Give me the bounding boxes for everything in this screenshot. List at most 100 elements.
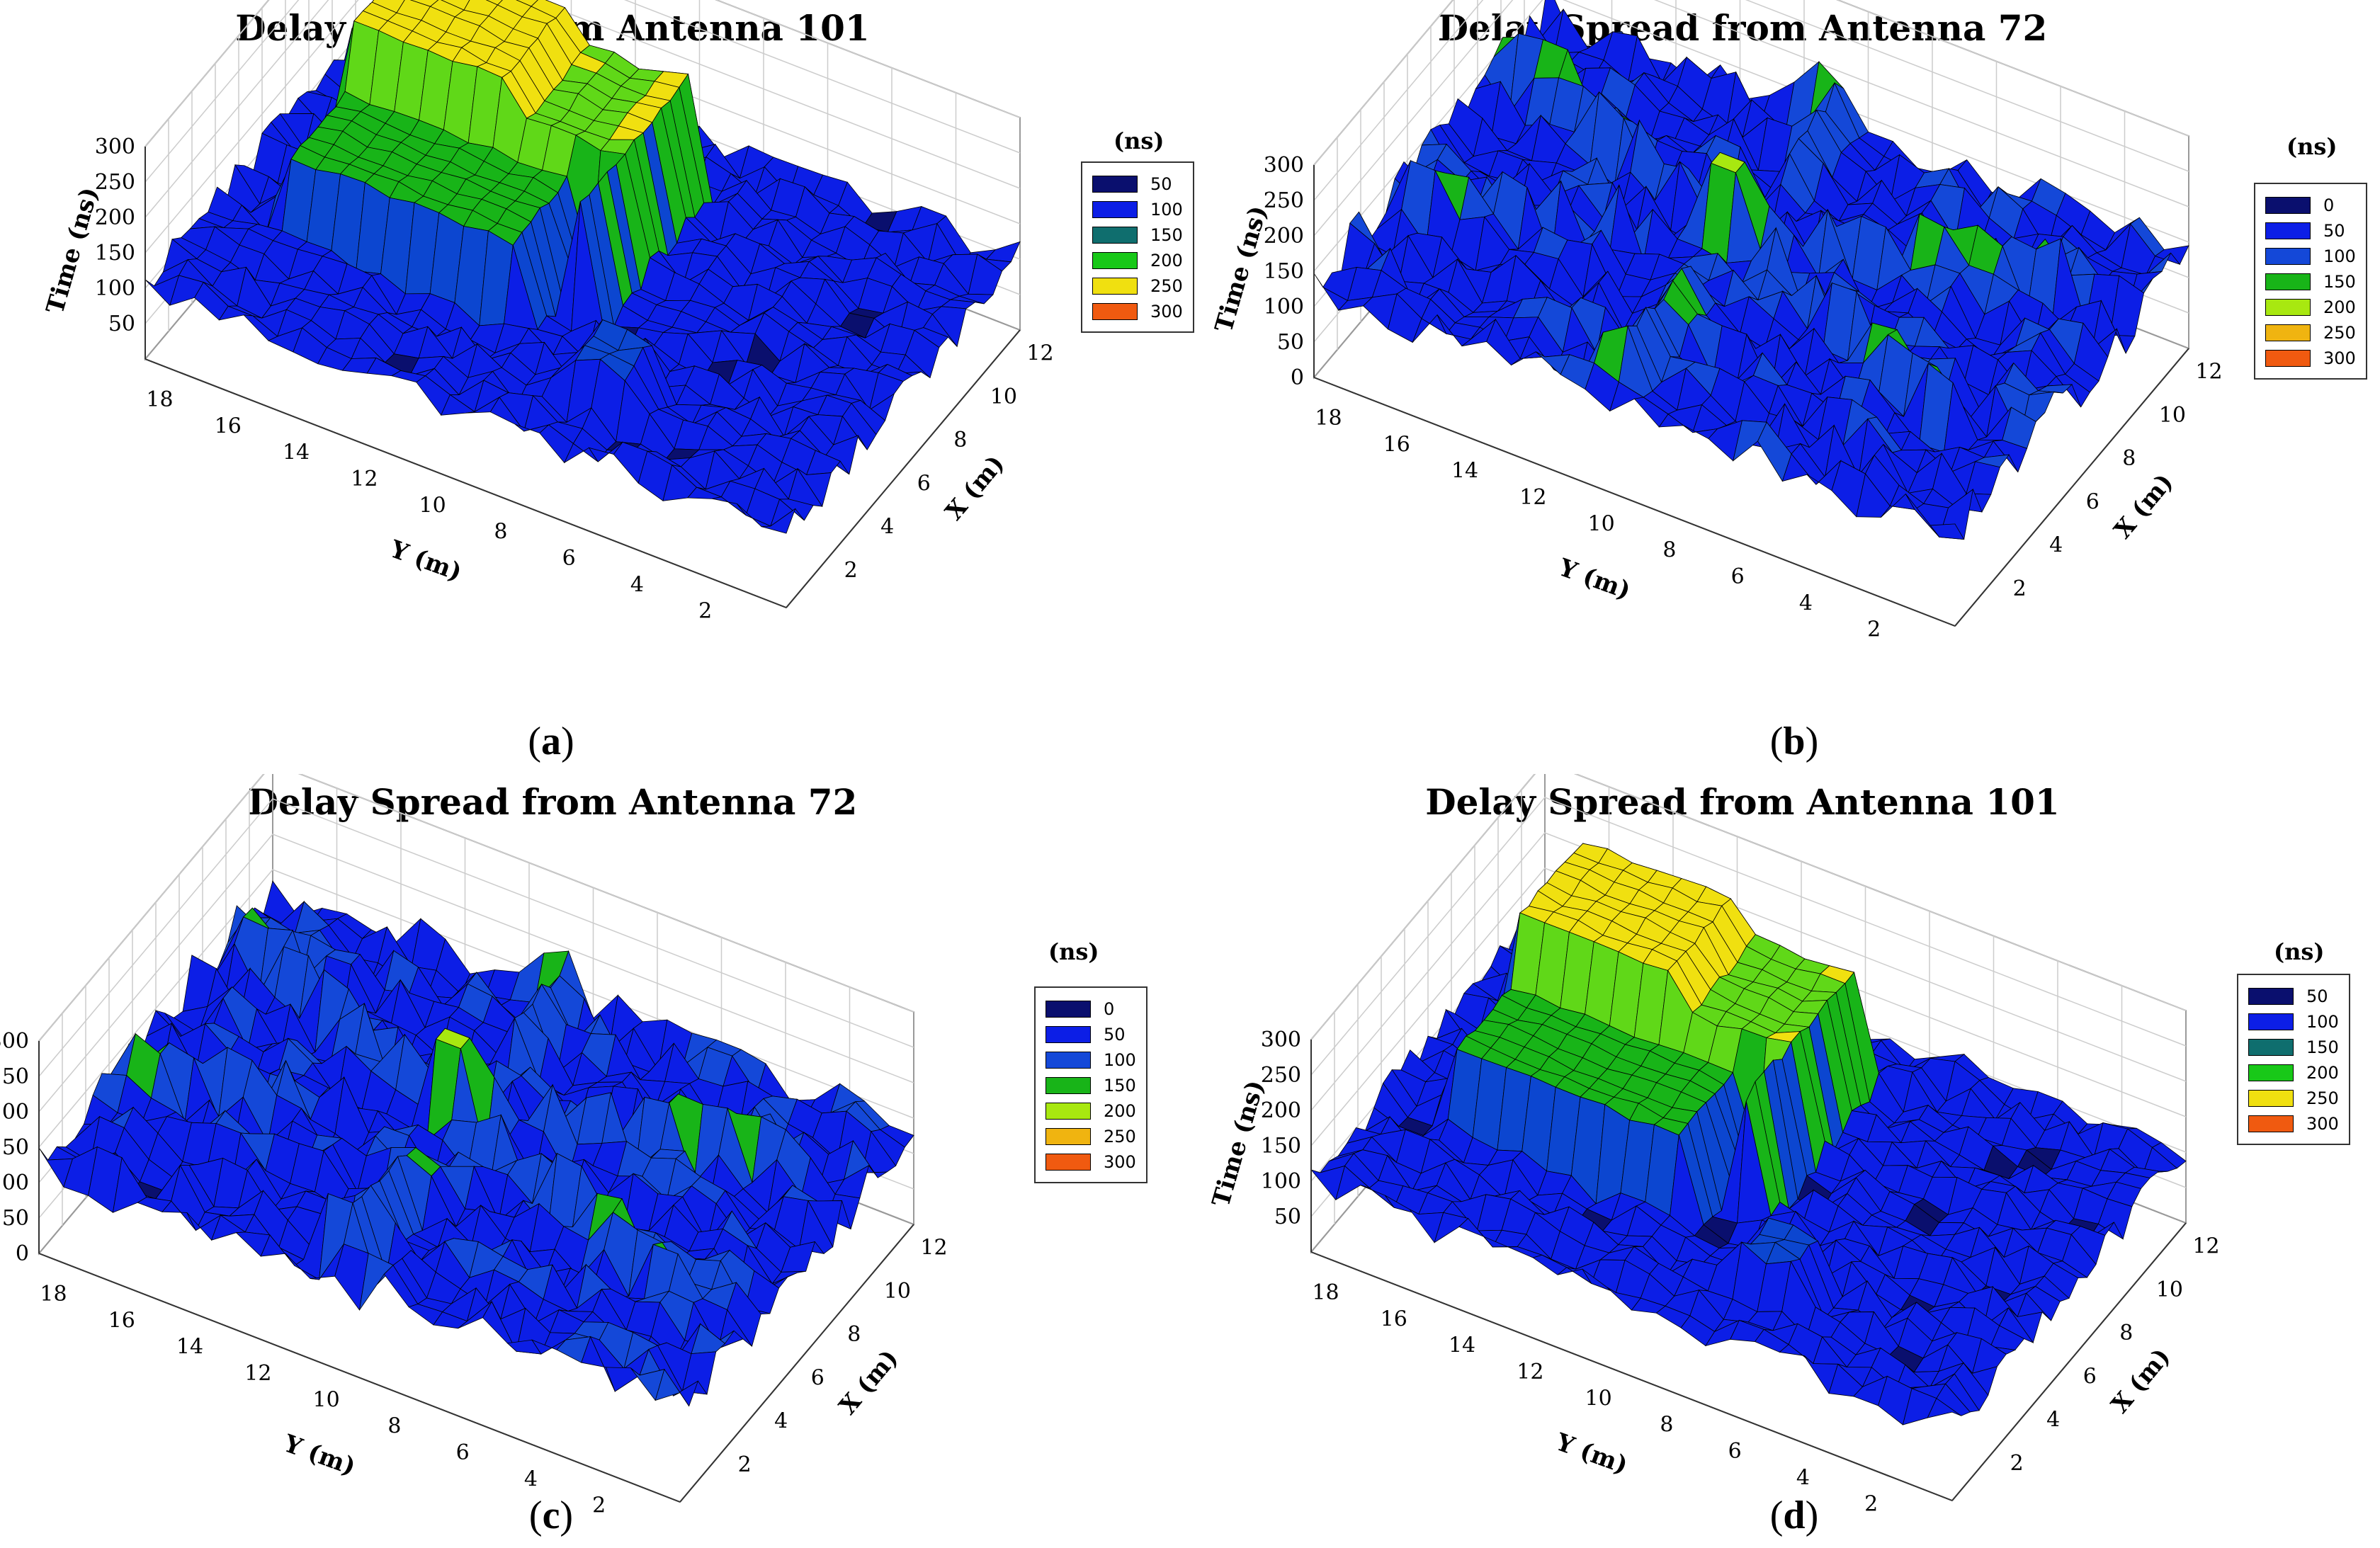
x-tick-label: 2	[2013, 576, 2027, 601]
y-tick-label: 18	[1312, 1280, 1339, 1305]
legend-swatch	[1092, 303, 1138, 320]
caption-letter: c	[542, 1493, 560, 1537]
x-tick-label: 10	[884, 1279, 911, 1304]
grid-line	[1313, 0, 2189, 201]
y-tick-label: 12	[1517, 1360, 1543, 1384]
legend-label: 50	[2306, 986, 2328, 1006]
z-tick-label: 250	[0, 1064, 29, 1089]
x-tick-label: 2	[844, 558, 858, 583]
legend-unit: (ns)	[2286, 133, 2338, 160]
z-tick-label: 300	[95, 135, 135, 159]
x-tick-label: 6	[2083, 1364, 2097, 1389]
legend-entry: 250	[2248, 1086, 2339, 1111]
grid-line	[144, 0, 1021, 254]
y-tick-label: 4	[630, 572, 644, 597]
legend-swatch	[2248, 1013, 2294, 1030]
legend-unit: (ns)	[2274, 938, 2325, 965]
y-axis-line	[38, 1253, 681, 1503]
panel-caption: (a)	[528, 719, 574, 763]
legend-label: 0	[2323, 195, 2335, 215]
z-tick-label: 150	[0, 1135, 29, 1160]
legend-entry: 150	[2248, 1035, 2339, 1060]
x-axis-title: X (m)	[2109, 468, 2179, 544]
legend-swatch	[1046, 1103, 1091, 1120]
x-tick-label: 12	[2192, 1234, 2219, 1259]
legend-entry: 200	[2248, 1060, 2339, 1086]
legend-swatch	[2248, 1064, 2294, 1081]
z-tick-label: 250	[95, 170, 135, 195]
z-tick-label: 200	[0, 1100, 29, 1125]
legend-swatch	[2248, 1115, 2294, 1132]
legend: 0 50 100 150 200 250 300	[1034, 986, 1148, 1183]
surface-plot: 0501001502002503002468101214161824681012…	[1210, 0, 2223, 642]
z-tick-label: 300	[1264, 153, 1304, 178]
x-tick-label: 4	[774, 1409, 788, 1434]
surface-cell	[1927, 1398, 1961, 1418]
panel-a: Delay Spread from Antenna 101 5010015020…	[0, 0, 1194, 774]
x-tick-label: 10	[2156, 1277, 2183, 1302]
grid-line	[38, 833, 914, 1112]
legend-entry: 150	[1046, 1073, 1136, 1098]
z-tick-label: 200	[1261, 1098, 1301, 1123]
legend-entry: 150	[1092, 222, 1183, 248]
legend-label: 150	[1150, 225, 1183, 245]
surface-plot: 0501001502002503002468101214161824681012…	[0, 774, 948, 1518]
grid-line	[1313, 0, 2189, 272]
y-axis-title: Y (m)	[385, 535, 465, 587]
legend-label: 250	[1104, 1127, 1136, 1146]
legend-entry: 250	[1092, 273, 1183, 299]
z-tick-label: 150	[1261, 1134, 1301, 1159]
legend-swatch	[1046, 1026, 1091, 1043]
y-tick-label: 16	[215, 414, 242, 438]
x-axis-title: X (m)	[2106, 1343, 2176, 1418]
surface-cell	[1930, 523, 1965, 540]
grid-line	[144, 0, 1021, 218]
y-tick-label: 14	[283, 440, 310, 465]
y-tick-label: 14	[1449, 1333, 1475, 1358]
caption-letter: b	[1783, 719, 1806, 763]
z-tick-label: 50	[108, 312, 135, 336]
panel-title: Delay Spread from Antenna 101	[1425, 781, 2060, 823]
x-tick-label: 8	[847, 1322, 861, 1347]
x-axis-title: X (m)	[940, 450, 1010, 525]
x-tick-label: 4	[2049, 533, 2063, 558]
x-tick-label: 6	[2086, 489, 2100, 514]
legend: 50 100 150 200 250 300	[1081, 161, 1194, 333]
legend: 0 50 100 150 200 250 300	[2254, 183, 2367, 380]
legend-label: 250	[2306, 1088, 2339, 1108]
y-tick-label: 8	[387, 1414, 401, 1439]
legend-swatch	[1046, 1154, 1091, 1171]
legend-swatch	[2248, 1039, 2294, 1056]
caption-letter: a	[541, 719, 561, 763]
legend-entry: 200	[2265, 295, 2356, 320]
legend-label: 50	[2323, 221, 2345, 241]
y-tick-label: 18	[1315, 406, 1342, 431]
legend-label: 50	[1150, 174, 1172, 194]
legend-swatch	[1046, 1128, 1091, 1145]
panel-b: Delay Spread from Antenna 72 0 50 100 150 20…	[1190, 0, 2380, 774]
panel-c: Delay Spread from Antenna 72 05010015020…	[0, 774, 1190, 1548]
z-tick-label: 200	[95, 205, 135, 230]
grid-line	[1310, 774, 2187, 1040]
y-tick-label: 10	[313, 1387, 340, 1412]
z-tick-label: 200	[1264, 224, 1304, 249]
y-tick-label: 14	[1451, 459, 1478, 484]
legend-label: 300	[1104, 1152, 1136, 1172]
legend-label: 50	[1104, 1025, 1126, 1045]
legend-entry: 50	[1092, 171, 1183, 197]
surface	[1310, 842, 2187, 1425]
x-tick-label: 4	[880, 515, 894, 540]
x-axis-line	[679, 1224, 914, 1503]
grid-line	[144, 0, 1021, 183]
z-tick-label: 250	[1264, 188, 1304, 213]
surface-cell	[761, 508, 796, 534]
legend-entry: 300	[1046, 1149, 1136, 1175]
legend-entry: 100	[1092, 197, 1183, 222]
grid-line	[1310, 867, 2187, 1146]
y-tick-label: 8	[494, 520, 507, 545]
y-tick-label: 18	[146, 387, 173, 412]
y-tick-label: 12	[351, 467, 378, 491]
legend-label: 200	[2323, 297, 2356, 317]
legend-swatch	[2265, 197, 2311, 214]
y-tick-label: 16	[1381, 1307, 1407, 1331]
